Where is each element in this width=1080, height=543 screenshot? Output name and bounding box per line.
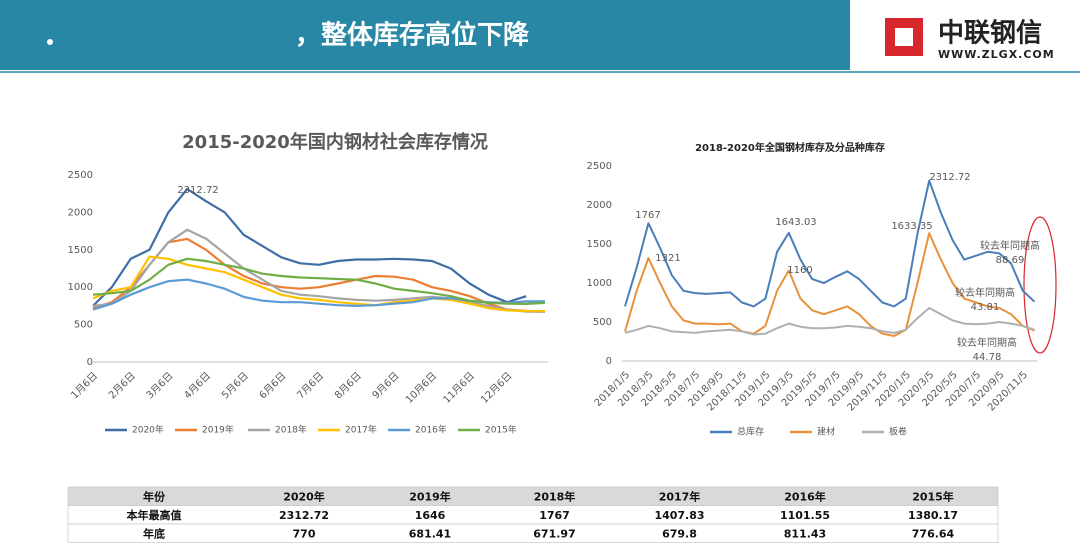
data-label: 1160 <box>787 265 812 276</box>
series-line <box>92 187 527 307</box>
legend-label: 2015年 <box>485 424 517 436</box>
table-cell: 671.97 <box>533 527 575 540</box>
x-tick-label: 3月6日 <box>144 370 176 402</box>
annotation-value: 43.81 <box>971 302 1000 313</box>
table-cell: 681.41 <box>409 527 451 540</box>
table-cell: 1646 <box>415 509 446 522</box>
chart-title: 2018-2020年全国钢材库存及分品种库存 <box>695 141 885 154</box>
table-cell: 776.64 <box>912 527 955 540</box>
annotation-label: 较去年同期高 <box>957 336 1017 349</box>
y-tick-label: 500 <box>593 317 612 328</box>
table-cell: 2019年 <box>409 489 451 503</box>
table-cell: 2017年 <box>659 489 701 503</box>
y-tick-label: 500 <box>74 320 93 331</box>
table-cell: 1767 <box>539 509 570 522</box>
table-cell: 2312.72 <box>279 509 329 522</box>
legend-label: 板卷 <box>889 426 907 438</box>
y-tick-label: 0 <box>606 356 612 367</box>
series-line <box>92 228 546 313</box>
table-cell: 811.43 <box>784 527 826 540</box>
y-tick-label: 1000 <box>68 282 93 293</box>
y-tick-label: 2000 <box>68 207 93 218</box>
x-tick-label: 8月6日 <box>332 370 364 402</box>
series-line <box>92 255 546 313</box>
y-tick-label: 2000 <box>587 200 612 211</box>
logo-icon-inner <box>895 28 913 46</box>
data-label: 1767 <box>635 210 660 221</box>
header-bar <box>0 0 850 70</box>
data-label: 1633.35 <box>891 221 932 232</box>
legend-label: 建材 <box>817 426 835 438</box>
y-tick-label: 2500 <box>68 170 93 181</box>
series-line <box>624 232 1035 337</box>
table-cell: 1380.17 <box>908 509 958 522</box>
highlight-ellipse <box>1023 216 1057 354</box>
logo-text: 中联钢信 <box>938 19 1042 49</box>
legend-label: 2020年 <box>132 424 164 436</box>
data-label: 1643.03 <box>775 217 816 228</box>
table-cell: 1407.83 <box>654 509 704 522</box>
table-cell: 2020年 <box>283 489 325 503</box>
table-cell: 年份 <box>143 489 166 503</box>
legend-label: 2017年 <box>345 424 377 436</box>
x-tick-label: 11月6日 <box>441 370 477 406</box>
data-label: 2312.72 <box>929 172 970 183</box>
legend-label: 2016年 <box>415 424 447 436</box>
table-cell: 2016年 <box>784 489 826 503</box>
data-label: 1321 <box>655 253 680 264</box>
table-cell: 679.8 <box>662 527 697 540</box>
x-tick-label: 2月6日 <box>106 370 138 402</box>
x-tick-label: 9月6日 <box>370 370 402 402</box>
table-cell: 770 <box>293 527 316 540</box>
annotation-value: 88.69 <box>996 255 1025 266</box>
legend-label: 总库存 <box>737 426 764 438</box>
header-title: ，整体库存高位下降 <box>295 20 530 51</box>
y-tick-label: 2500 <box>587 161 612 172</box>
table-row <box>67 505 999 525</box>
chart-title: 2015-2020年国内钢材社会库存情况 <box>182 131 488 153</box>
table-cell: 2018年 <box>534 489 576 503</box>
series-line <box>624 179 1036 308</box>
logo-url: WWW.ZLGX.COM <box>938 48 1055 61</box>
series-line <box>624 307 1035 336</box>
table-cell: 1101.55 <box>780 509 830 522</box>
x-tick-label: 6月6日 <box>257 370 289 402</box>
y-tick-label: 0 <box>87 357 93 368</box>
table-cell: 本年最高值 <box>127 508 182 522</box>
data-label: 2312.72 <box>177 185 218 196</box>
y-tick-label: 1500 <box>587 239 612 250</box>
y-tick-label: 1000 <box>587 278 612 289</box>
annotation-label: 较去年同期高 <box>955 286 1015 299</box>
y-tick-label: 1500 <box>68 245 93 256</box>
legend-label: 2018年 <box>275 424 307 436</box>
x-tick-label: 5月6日 <box>219 370 251 402</box>
x-tick-label: 1月6日 <box>69 370 101 402</box>
legend-label: 2019年 <box>202 424 234 436</box>
annotation-label: 较去年同期高 <box>980 239 1040 252</box>
annotation-value: 44.78 <box>973 352 1002 363</box>
table-cell: 年底 <box>143 526 165 540</box>
bullet <box>47 39 53 45</box>
x-tick-label: 12月6日 <box>478 370 514 406</box>
x-tick-label: 4月6日 <box>182 370 214 402</box>
x-tick-label: 7月6日 <box>295 370 327 402</box>
x-tick-label: 10月6日 <box>403 370 439 406</box>
table-cell: 2015年 <box>912 489 954 503</box>
series-line <box>92 257 546 305</box>
